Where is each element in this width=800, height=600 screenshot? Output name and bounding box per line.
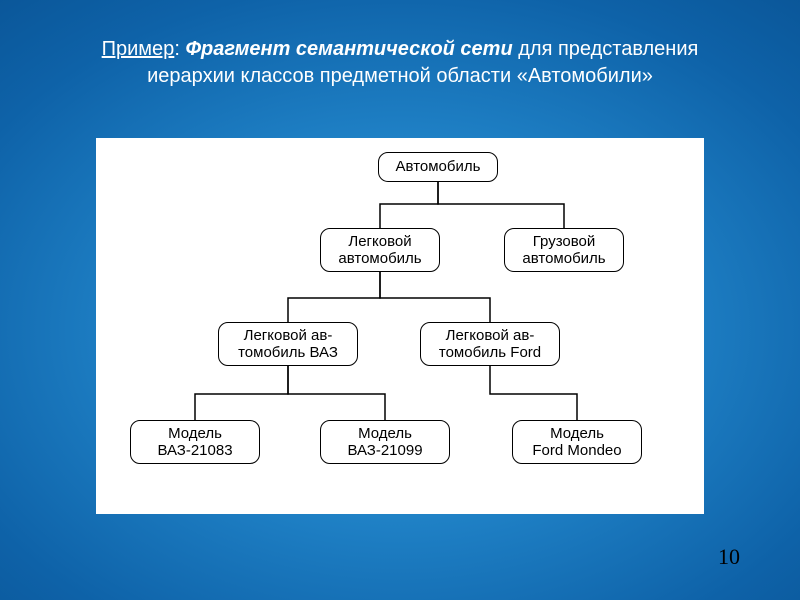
node-vaz: Легковой ав- томобиль ВАЗ bbox=[218, 322, 358, 366]
title-colon: : bbox=[174, 38, 185, 60]
edge-car-vaz bbox=[288, 272, 380, 322]
edge-vaz-m21083 bbox=[195, 366, 288, 420]
title-example-word: Пример bbox=[102, 38, 175, 60]
edge-root-car bbox=[380, 182, 438, 228]
node-root: Автомобиль bbox=[378, 152, 498, 182]
edge-vaz-m21099 bbox=[288, 366, 385, 420]
edge-car-ford bbox=[380, 272, 490, 322]
slide-title: Пример: Фрагмент семантической сети для … bbox=[0, 36, 800, 90]
edge-root-truck bbox=[438, 182, 564, 228]
node-ford: Легковой ав- томобиль Ford bbox=[420, 322, 560, 366]
node-car: Легковой автомобиль bbox=[320, 228, 440, 272]
node-truck: Грузовой автомобиль bbox=[504, 228, 624, 272]
node-m21083: Модель ВАЗ-21083 bbox=[130, 420, 260, 464]
title-line2: иерархии классов предметной области «Авт… bbox=[147, 65, 653, 87]
node-m21099: Модель ВАЗ-21099 bbox=[320, 420, 450, 464]
edge-ford-mondeo bbox=[490, 366, 577, 420]
page-number: 10 bbox=[718, 544, 740, 570]
node-mondeo: Модель Ford Mondeo bbox=[512, 420, 642, 464]
title-rest-line1: для представления bbox=[513, 38, 699, 60]
title-bold-italic: Фрагмент семантической сети bbox=[185, 38, 512, 60]
hierarchy-diagram: Автомобиль Легковой автомобиль Грузовой ав… bbox=[96, 138, 704, 514]
